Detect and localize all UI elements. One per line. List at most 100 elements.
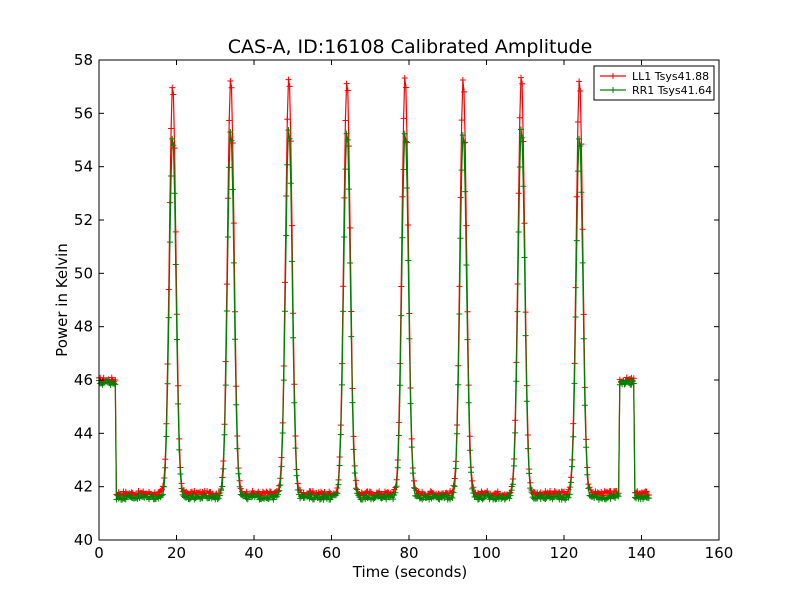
- data-point: [629, 377, 636, 384]
- axes-layer: 0 20 40 60 80 100 120 140 160 40 42 44 46 48 50 52 54 56 5…: [74, 51, 733, 562]
- data-point: [219, 483, 226, 490]
- data-point: [165, 314, 172, 321]
- data-point: [408, 444, 415, 451]
- data-point: [513, 378, 520, 385]
- data-point: [576, 135, 583, 142]
- data-point: [293, 472, 300, 479]
- data-point: [169, 84, 176, 91]
- data-point: [352, 485, 359, 492]
- data-point: [470, 489, 477, 496]
- data-point: [459, 132, 466, 139]
- data-point: [643, 488, 650, 495]
- data-point: [523, 398, 530, 405]
- data-point: [173, 336, 180, 343]
- data-point: [411, 484, 418, 491]
- data-point: [222, 382, 229, 389]
- data-point: [527, 485, 534, 492]
- data-point: [227, 128, 234, 135]
- chart-title: CAS-A, ID:16108 Calibrated Amplitude: [228, 36, 593, 58]
- data-point: [644, 494, 651, 501]
- data-point: [285, 76, 292, 83]
- data-point: [108, 374, 115, 381]
- data-point: [163, 433, 170, 440]
- data-point: [170, 91, 177, 98]
- y-tick-label: 48: [74, 318, 93, 336]
- data-point: [577, 87, 584, 94]
- x-tick-label: 20: [167, 544, 186, 562]
- data-point: [284, 161, 291, 168]
- data-point: [515, 190, 522, 197]
- data-point: [542, 496, 549, 503]
- data-point: [169, 135, 176, 142]
- y-tick-label: 58: [74, 51, 93, 69]
- data-point: [170, 142, 177, 149]
- data-point: [574, 119, 581, 126]
- data-point: [218, 487, 225, 494]
- data-point: [392, 489, 399, 496]
- data-point: [516, 114, 523, 121]
- data-point: [515, 228, 522, 235]
- data-point: [176, 446, 183, 453]
- data-point: [242, 492, 249, 499]
- data-point: [292, 445, 299, 452]
- data-point: [216, 492, 223, 499]
- data-point: [334, 490, 341, 497]
- data-point: [288, 258, 295, 265]
- data-point: [220, 465, 227, 472]
- y-axis-label: Power in Kelvin: [53, 243, 71, 357]
- data-point: [464, 336, 471, 343]
- data-point: [450, 482, 457, 489]
- data-point: [122, 496, 129, 503]
- data-point: [404, 184, 411, 191]
- data-point: [581, 402, 588, 409]
- y-tick-label: 54: [74, 158, 93, 176]
- data-point: [409, 470, 416, 477]
- y-tick-label: 46: [74, 371, 93, 389]
- data-point: [270, 496, 277, 503]
- data-point: [506, 495, 513, 502]
- data-point: [511, 462, 518, 469]
- data-point: [466, 447, 473, 454]
- data-point: [615, 493, 622, 500]
- data-point: [343, 130, 350, 137]
- y-tick-label: 42: [74, 478, 93, 496]
- data-point: [528, 489, 535, 496]
- data-point: [607, 495, 614, 502]
- data-point: [277, 482, 284, 489]
- data-point: [350, 446, 357, 453]
- data-point: [450, 489, 457, 496]
- y-tick-label: 40: [74, 531, 93, 549]
- data-point: [407, 400, 414, 407]
- x-axis-label: Time (seconds): [352, 563, 468, 581]
- data-point: [244, 496, 251, 503]
- data-point: [214, 496, 221, 503]
- data-point: [335, 481, 342, 488]
- data-point: [538, 491, 545, 498]
- data-point: [401, 74, 408, 81]
- data-point: [399, 234, 406, 241]
- data-point: [378, 495, 385, 502]
- series-layer: [96, 74, 652, 503]
- data-point: [507, 492, 514, 499]
- data-point: [472, 493, 479, 500]
- data-point: [402, 84, 409, 91]
- data-point: [400, 166, 407, 173]
- data-point: [390, 496, 397, 503]
- data-point: [227, 77, 234, 84]
- data-point: [463, 261, 470, 268]
- data-point: [574, 168, 581, 175]
- y-tick-label: 50: [74, 264, 93, 282]
- data-point: [232, 336, 239, 343]
- data-point: [395, 432, 402, 439]
- data-point: [516, 164, 523, 171]
- data-point: [517, 74, 524, 81]
- data-point: [454, 430, 461, 437]
- data-point: [570, 433, 577, 440]
- data-point: [161, 483, 168, 490]
- data-point: [344, 136, 351, 143]
- data-point: [177, 471, 184, 478]
- data-point: [345, 186, 352, 193]
- data-point: [343, 80, 350, 87]
- data-point: [327, 496, 334, 503]
